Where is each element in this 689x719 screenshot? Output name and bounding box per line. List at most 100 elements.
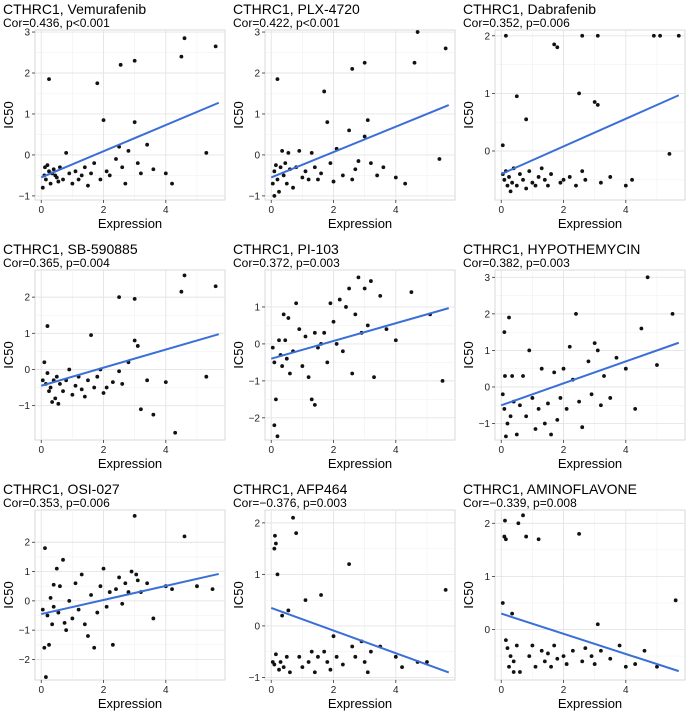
y-axis-label: IC50 (461, 581, 476, 608)
data-point (51, 604, 56, 609)
data-point (89, 593, 93, 597)
data-point (280, 364, 285, 368)
y-tick-label: 1 (254, 109, 260, 120)
data-point (272, 360, 277, 365)
data-point (586, 359, 591, 364)
data-point (70, 181, 75, 186)
data-point (98, 584, 103, 589)
y-axis-label: IC50 (1, 581, 16, 608)
y-tick-label: 0 (24, 596, 30, 607)
data-point (623, 366, 628, 371)
data-point (286, 150, 291, 155)
data-point (312, 402, 317, 407)
data-point (608, 175, 613, 179)
y-tick-label: 1 (254, 570, 260, 581)
data-point (530, 180, 535, 185)
data-point (564, 662, 569, 666)
data-point (340, 173, 345, 178)
data-point (281, 665, 286, 670)
data-point (369, 279, 373, 283)
data-point (514, 94, 519, 99)
data-point (120, 165, 125, 170)
data-point (353, 654, 358, 659)
data-point (542, 421, 547, 426)
y-axis-label: IC50 (231, 581, 246, 608)
data-point (277, 667, 281, 672)
y-tick-label: −1 (249, 191, 261, 202)
data-point (443, 587, 448, 592)
x-axis-label: Expression (558, 696, 622, 711)
data-point (275, 77, 280, 82)
x-tick-label: 0 (498, 205, 504, 216)
data-point (86, 378, 90, 383)
data-point (658, 33, 662, 38)
data-point (145, 142, 150, 147)
y-tick-label: 2 (254, 69, 260, 80)
data-point (595, 33, 600, 38)
plot-area (494, 269, 686, 441)
data-point (325, 120, 330, 125)
data-point (54, 175, 59, 180)
regression-line (41, 572, 219, 616)
y-tick-label: 1 (24, 567, 30, 578)
data-point (502, 330, 507, 335)
data-point (95, 610, 100, 615)
data-point (372, 375, 376, 380)
data-point (508, 654, 513, 658)
data-point (139, 407, 143, 412)
x-tick-label: 4 (623, 205, 629, 216)
x-tick-label: 2 (331, 445, 337, 456)
data-point (331, 319, 336, 324)
data-point (645, 275, 650, 280)
data-point (70, 616, 75, 621)
data-point (89, 333, 93, 338)
data-point (272, 546, 277, 551)
data-point (126, 590, 131, 594)
data-point (61, 177, 65, 182)
data-point (303, 598, 308, 603)
data-point (507, 315, 511, 320)
data-point (521, 374, 525, 378)
data-point (574, 311, 578, 316)
data-point (524, 186, 529, 191)
y-tick-label: 1 (254, 302, 260, 313)
data-point (319, 593, 323, 597)
data-point (570, 648, 575, 653)
data-point (291, 515, 295, 520)
x-axis-label: Expression (98, 456, 162, 471)
data-point (58, 382, 62, 386)
data-point (527, 654, 532, 658)
x-axis-label: Expression (558, 216, 622, 231)
data-point (518, 670, 522, 674)
data-point (676, 33, 681, 38)
data-point (132, 338, 137, 343)
data-point (274, 397, 278, 402)
y-tick-label: −1 (479, 419, 491, 430)
data-point (536, 175, 541, 179)
data-point (592, 662, 597, 666)
data-point (561, 654, 566, 658)
data-point (623, 664, 628, 669)
data-point (533, 183, 538, 188)
data-point (110, 642, 115, 647)
data-point (284, 654, 289, 659)
data-point (79, 387, 84, 392)
data-point (555, 656, 560, 661)
data-point (378, 293, 383, 298)
data-point (670, 311, 675, 316)
data-point (277, 189, 281, 194)
data-point (110, 380, 115, 385)
scatter-panel: CTHRC1, AFP464 Cor=−0.376, p=0.003 0 2 4 −1 0 1… (230, 480, 459, 719)
data-point (44, 177, 48, 182)
data-point (47, 389, 51, 394)
data-point (182, 36, 187, 41)
regression-line (270, 307, 450, 360)
data-point (347, 562, 351, 566)
data-point (549, 432, 553, 437)
data-point (592, 100, 597, 104)
data-point (393, 175, 398, 180)
data-point (608, 396, 613, 400)
data-point (353, 167, 358, 172)
